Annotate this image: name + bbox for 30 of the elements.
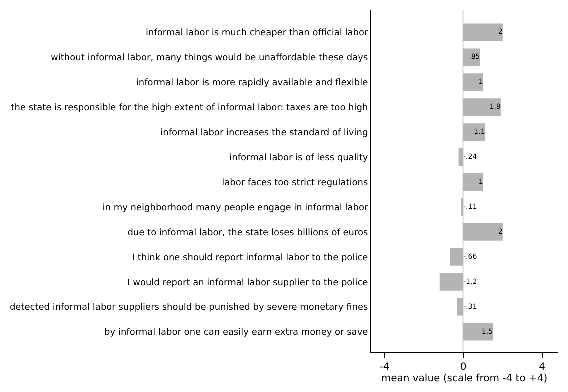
bar [464,124,486,142]
x-tick-label: 4 [539,362,546,373]
bar [461,198,464,216]
y-tick-label: informal labor increases the standard of living [160,128,368,138]
y-tick-label: I think one should report informal labor to the police [132,253,369,264]
bar [458,148,464,166]
y-tick-label: detected informal labor suppliers should be punished by severe monetary fines [10,303,368,314]
x-axis-title: mean value (scale from -4 to +4) [381,374,548,384]
y-tick-label: in my neighborhood many people engage in informal labor [102,203,368,214]
bar [464,323,494,341]
y-tick-label: by informal labor one can easily earn extra money or save [104,328,369,338]
x-tick-label: -4 [380,362,390,373]
bar [464,24,503,42]
bar [464,74,484,92]
y-tick-label: labor faces too strict regulations [222,178,369,188]
y-tick-label: informal labor is more rapidly available and flexible [136,78,369,89]
bar [440,273,464,291]
bar [464,223,503,241]
y-tick-label: informal labor is much cheaper than official labor [146,28,368,39]
y-tick-label: I would report an informal labor supplier to the police [128,278,369,288]
bar [464,174,484,191]
x-tick-label: 0 [460,362,467,373]
bar [450,248,464,266]
y-tick-label: due to informal labor, the state loses billions of euros [128,228,368,238]
bar [457,298,464,316]
y-tick-label: informal labor is of less quality [230,153,369,164]
y-tick-label: without informal labor, many things would be unaffordable these days [51,54,368,64]
bar [464,98,501,116]
bar [464,48,480,66]
y-tick-label: the state is responsible for the high extent of informal labor: taxes are too high [11,104,368,114]
